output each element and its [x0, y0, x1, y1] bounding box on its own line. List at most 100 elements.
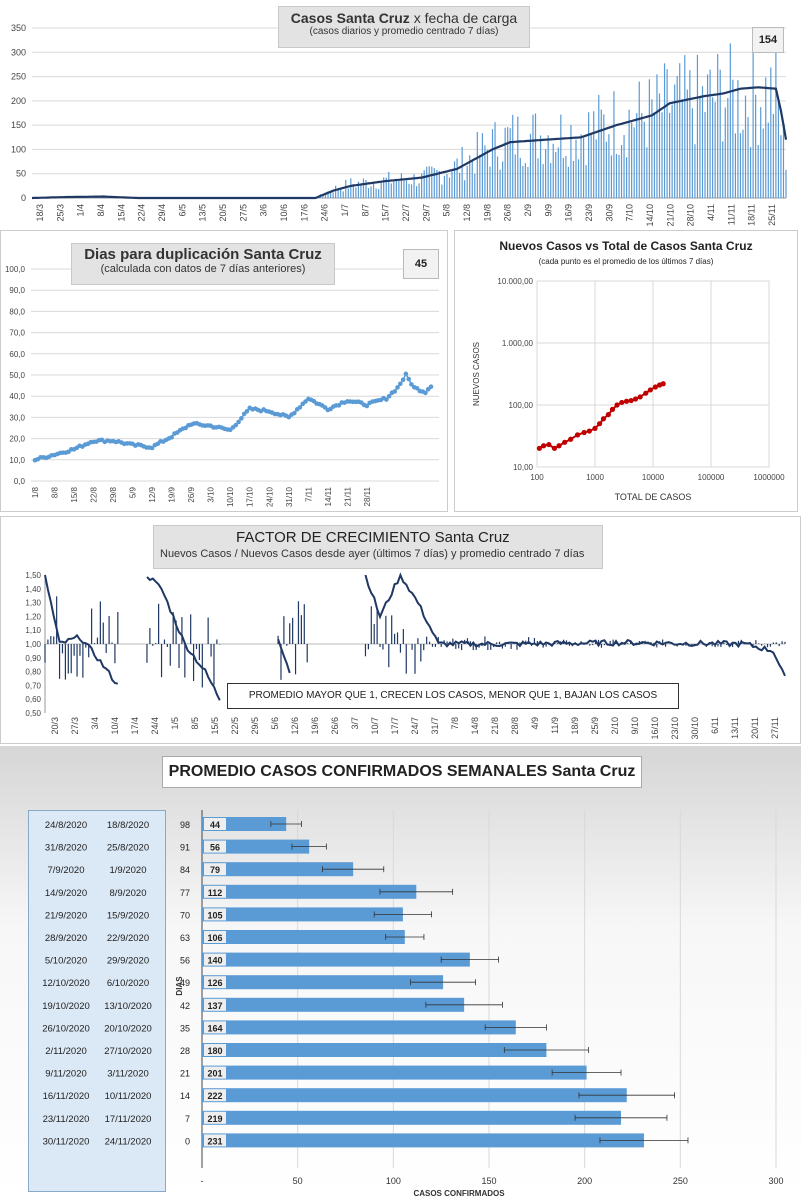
growth-factor-bar: [772, 642, 774, 644]
y-tick-label: 20,0: [9, 435, 25, 444]
x-axis-title: TOTAL DE CASOS: [615, 492, 692, 502]
daily-case-bar: [102, 197, 104, 198]
x-tick-label: 21/8: [490, 717, 500, 735]
week-end-date: 31/8/2020: [45, 843, 87, 854]
value-label: 201: [207, 1069, 222, 1079]
x-tick-label: 19/8: [482, 204, 492, 222]
daily-case-bar: [522, 166, 524, 198]
new-vs-total-plot: 10,00 100,00 1.000,00 10.000,00 100 1000 10000…: [472, 277, 785, 502]
y-tick-label: 1,20: [25, 612, 41, 621]
daily-case-bar: [519, 157, 521, 198]
x-tick-label: 8/5: [190, 717, 200, 730]
daily-case-bar: [332, 192, 334, 198]
daily-case-bar: [636, 113, 638, 198]
weekly-average-bar: [202, 884, 417, 899]
daily-case-bar: [405, 180, 408, 198]
growth-factor-bar: [612, 639, 614, 644]
growth-factor-bar: [685, 644, 687, 646]
x-tick-label: 30/9: [604, 204, 614, 222]
growth-factor-bar: [589, 644, 591, 646]
daily-cases-title: Casos Santa Cruz: [290, 10, 410, 26]
growth-factor-bar: [731, 644, 734, 648]
y-tick-label: 100,00: [509, 401, 534, 410]
value-label: 219: [207, 1114, 222, 1124]
growth-factor-bar: [58, 644, 61, 679]
daily-case-bar: [598, 94, 600, 198]
growth-factor-average-line: [44, 574, 119, 685]
daily-case-bar: [443, 175, 446, 198]
y-tick-label: 1,30: [25, 599, 41, 608]
growth-factor-bar: [528, 637, 530, 644]
daily-case-bar: [590, 132, 592, 198]
growth-factor-bar: [160, 644, 163, 678]
x-tick-label: 250: [673, 1176, 688, 1186]
growth-factor-bar: [166, 644, 168, 647]
growth-factor-bar: [108, 615, 110, 644]
growth-factor-bar: [292, 617, 294, 644]
x-tick-label: 28/10: [686, 204, 696, 227]
growth-factor-bar: [391, 615, 393, 644]
value-label: 231: [207, 1136, 222, 1146]
growth-factor-bar: [723, 642, 725, 644]
value-label: 180: [207, 1046, 222, 1056]
daily-case-bar: [466, 165, 468, 198]
week-end-date: 14/9/2020: [45, 888, 87, 899]
daily-case-bar: [699, 96, 701, 198]
week-start-date: 29/9/2020: [107, 956, 149, 967]
growth-factor-bar: [53, 636, 55, 644]
x-tick-label: 4/9: [530, 717, 540, 730]
daily-case-bar: [755, 94, 757, 198]
x-tick-label: 1/7: [340, 204, 350, 217]
daily-case-bar: [342, 191, 344, 198]
y-tick-label: 250: [11, 72, 26, 82]
growth-factor-bar: [388, 644, 390, 668]
x-tick-label: 13/5: [198, 204, 208, 222]
daily-case-bar: [739, 133, 742, 198]
growth-factor-bar: [781, 641, 783, 644]
daily-case-bar: [433, 168, 435, 198]
value-label: 106: [207, 933, 222, 943]
week-start-date: 15/9/2020: [107, 910, 149, 921]
growth-factor-title-suffix: Santa Cruz: [430, 529, 510, 546]
growth-factor-bar: [195, 644, 198, 650]
scatter-point: [609, 406, 616, 412]
x-tick-label: 3/6: [259, 204, 269, 217]
daily-case-bar: [595, 139, 597, 198]
x-tick-label: 29/4: [157, 204, 167, 222]
dias-label: 63: [180, 933, 190, 943]
weekly-average-bar: [202, 1065, 587, 1080]
scatter-point: [637, 394, 643, 400]
daily-case-bar: [400, 173, 403, 198]
x-tick-label: 10000: [642, 473, 665, 482]
scatter-point: [632, 396, 639, 402]
week-start-date: 25/8/2020: [107, 843, 149, 854]
growth-factor-bar: [597, 639, 600, 644]
week-end-date: 21/9/2020: [45, 910, 87, 921]
growth-factor-bar: [289, 623, 291, 644]
daily-case-bar: [777, 100, 780, 198]
growth-factor-bar: [737, 640, 739, 644]
value-label-bg: [204, 931, 226, 943]
daily-case-bar: [717, 54, 719, 199]
growth-factor-bar: [394, 633, 396, 644]
daily-case-bar: [694, 144, 696, 198]
growth-factor-bar: [114, 644, 116, 664]
daily-case-bar: [689, 70, 691, 198]
daily-case-bar: [539, 135, 542, 198]
daily-case-bar: [372, 182, 375, 198]
growth-factor-bar: [178, 644, 180, 669]
x-tick-label: 3/7: [350, 717, 360, 730]
daily-case-bar: [431, 166, 433, 198]
y-tick-label: 1,10: [25, 626, 41, 635]
growth-factor-bar: [501, 644, 504, 649]
daily-case-bar: [600, 109, 602, 198]
growth-factor-bar: [207, 617, 209, 644]
weekly-average-bar: [202, 1088, 627, 1103]
growth-factor-bar: [56, 596, 58, 644]
growth-factor-bar: [761, 644, 763, 646]
growth-factor-bar: [102, 622, 104, 644]
daily-case-bar: [585, 165, 587, 198]
y-tick-label: 300: [11, 47, 26, 57]
weekly-average-bar: [202, 997, 465, 1012]
growth-factor-bar: [440, 644, 442, 647]
